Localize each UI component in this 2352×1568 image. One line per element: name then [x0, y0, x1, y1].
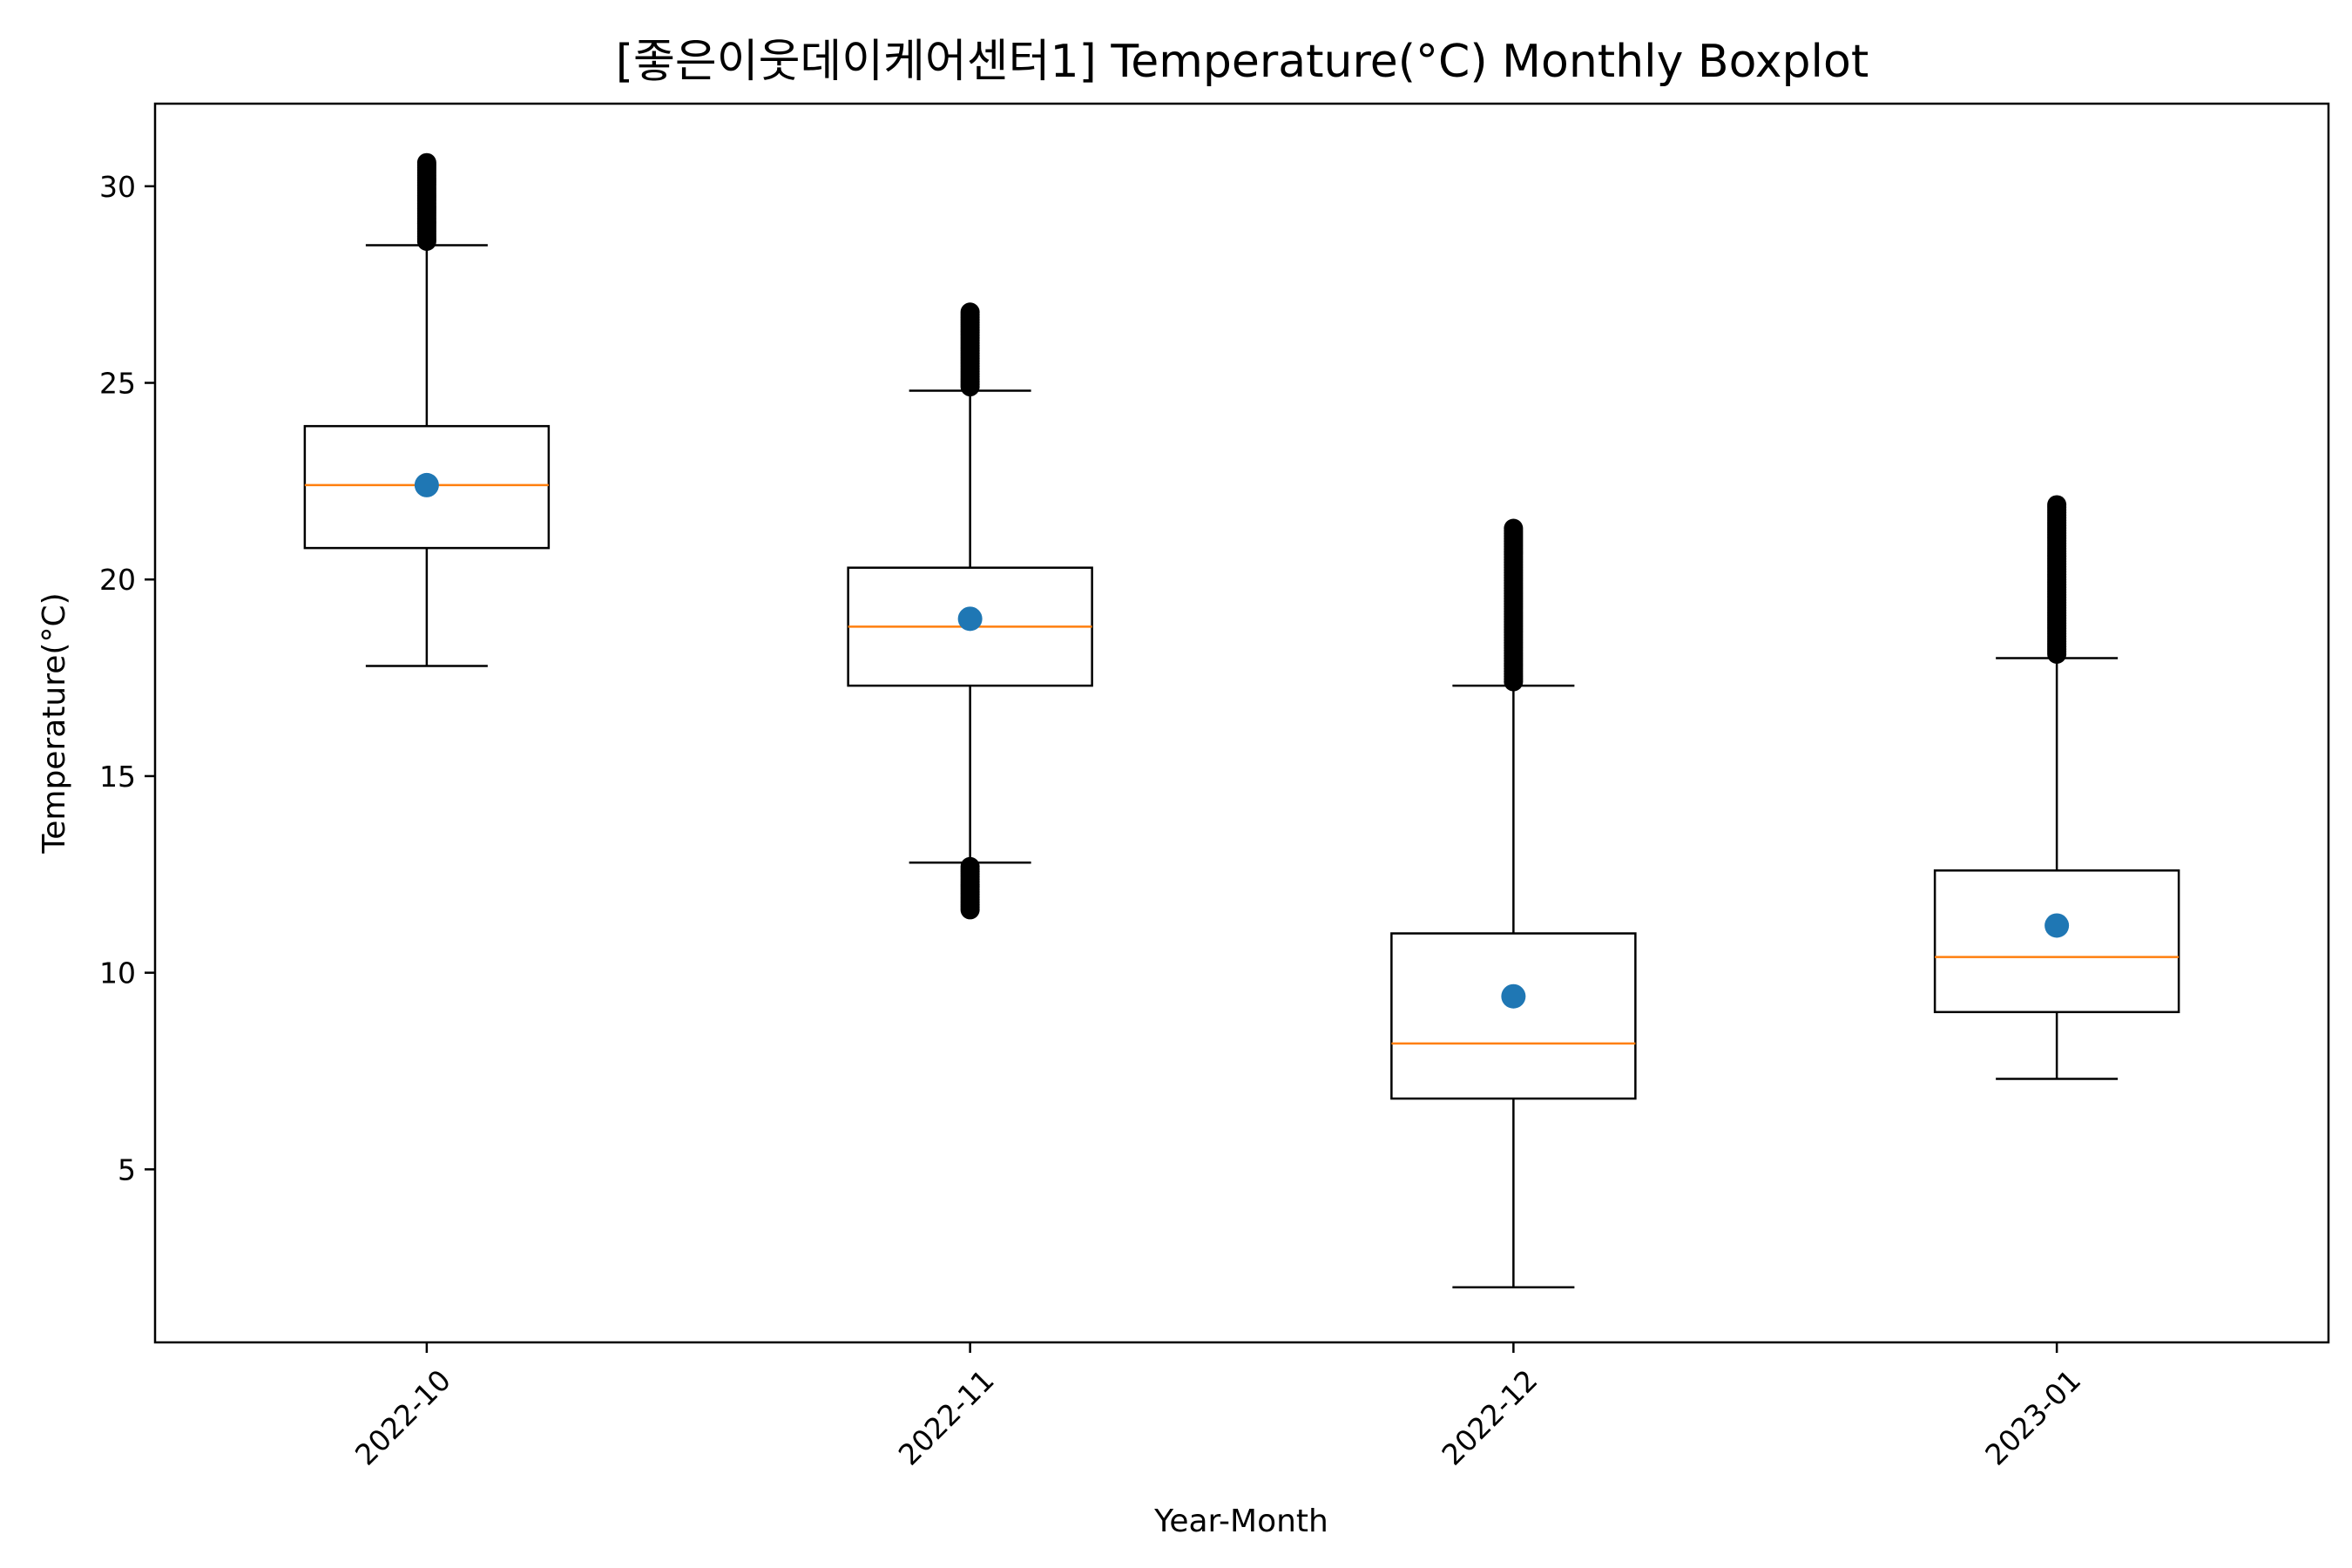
y-tick-label: 10 — [99, 956, 136, 990]
box-2022-11 — [847, 302, 1093, 920]
axes-frame — [153, 102, 2330, 1344]
outlier-high — [2047, 495, 2067, 515]
iqr-box — [1933, 869, 2180, 1014]
y-tick-label: 5 — [118, 1152, 136, 1186]
box-2022-12 — [1390, 518, 1637, 1289]
mean-marker — [1501, 983, 1526, 1009]
y-tick-label: 30 — [99, 170, 136, 204]
iqr-box — [1390, 932, 1637, 1100]
mean-marker — [414, 472, 439, 497]
plot-area — [303, 152, 2180, 1289]
y-tick-label: 20 — [99, 563, 136, 597]
outlier-high — [1504, 518, 1524, 538]
box-2022-10 — [303, 152, 551, 667]
chart-title: [좋은이웃데이케어센터1] Temperature(°C) Monthly Bo… — [616, 36, 1869, 88]
y-axis: 5 10 15 20 25 30 — [99, 170, 155, 1186]
box-2023-01 — [1933, 495, 2180, 1080]
y-axis-label: Temperature(°C) — [37, 592, 72, 854]
y-tick-label: 25 — [99, 367, 136, 401]
outlier-high — [960, 302, 980, 322]
x-axis-label: Year-Month — [1153, 1504, 1328, 1539]
mean-marker — [957, 606, 983, 632]
outlier-low — [960, 856, 980, 876]
y-tick-label: 15 — [99, 760, 136, 794]
outlier-high — [416, 152, 436, 172]
iqr-box — [303, 424, 551, 550]
mean-marker — [2044, 913, 2070, 938]
